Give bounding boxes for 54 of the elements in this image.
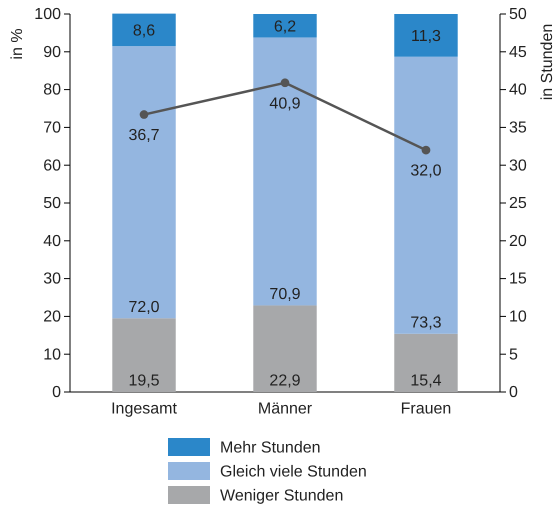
y2-tick-label: 30: [509, 157, 527, 174]
legend-label: Weniger Stunden: [220, 488, 344, 505]
data-label: 32,0: [410, 162, 442, 180]
y2-axis-title: in Stunden: [539, 24, 556, 100]
y-tick-label: 100: [34, 6, 62, 24]
x-tick-label: Männer: [258, 400, 313, 418]
data-label: 15,4: [410, 372, 442, 390]
data-label: 19,5: [128, 372, 160, 390]
x-tick-label: Ingesamt: [111, 400, 178, 418]
y-tick-label: 60: [43, 157, 62, 174]
bar: [112, 318, 176, 392]
y2-tick-label: 45: [509, 44, 527, 61]
y2-tick-label: 25: [509, 195, 527, 212]
y-tick-label: 0: [52, 384, 62, 402]
bar: [112, 46, 176, 318]
data-label: 70,9: [269, 286, 301, 304]
y2-tick-label: 20: [509, 232, 527, 250]
bar: [112, 14, 176, 46]
y-tick-label: 40: [43, 232, 62, 250]
y2-tick-label: 50: [509, 6, 527, 24]
y-tick-label: 50: [43, 195, 62, 212]
data-label: 6,2: [274, 18, 296, 36]
y-tick-label: 80: [43, 82, 62, 99]
y-tick-label: 70: [43, 120, 62, 137]
legend-label: Mehr Stunden: [220, 440, 321, 457]
point: [422, 146, 430, 154]
data-label: 8,6: [132, 22, 156, 40]
bar: [394, 56, 458, 334]
y2-tick-label: 40: [509, 82, 527, 99]
data-label: 40,9: [269, 95, 301, 112]
y-tick-label: 20: [43, 308, 62, 326]
y2-tick-label: 0: [509, 384, 518, 402]
data-label: 22,9: [269, 372, 301, 390]
bar: [253, 305, 317, 392]
data-label: 72,0: [128, 298, 160, 316]
data-label: 11,3: [411, 28, 442, 45]
point: [280, 78, 290, 88]
data-label: 73,3: [410, 314, 442, 332]
y-tick-label: 10: [43, 346, 62, 364]
bar: [394, 334, 458, 392]
y-tick-label: 30: [43, 270, 62, 288]
y2-tick-label: 10: [509, 308, 527, 326]
y2-tick-label: 35: [509, 120, 527, 137]
y-tick-label: 90: [43, 44, 62, 61]
y-axis-title: in %: [9, 28, 26, 60]
bar: [253, 14, 317, 38]
x-tick-label: Frauen: [400, 400, 452, 418]
bar: [394, 14, 458, 57]
point: [140, 110, 148, 119]
data-label: 36,7: [128, 127, 160, 144]
y2-tick-label: 15: [509, 270, 527, 288]
legend-label: Gleich viele Stunden: [220, 464, 367, 481]
bar: [253, 37, 317, 306]
y2-tick-label: 5: [509, 346, 518, 364]
